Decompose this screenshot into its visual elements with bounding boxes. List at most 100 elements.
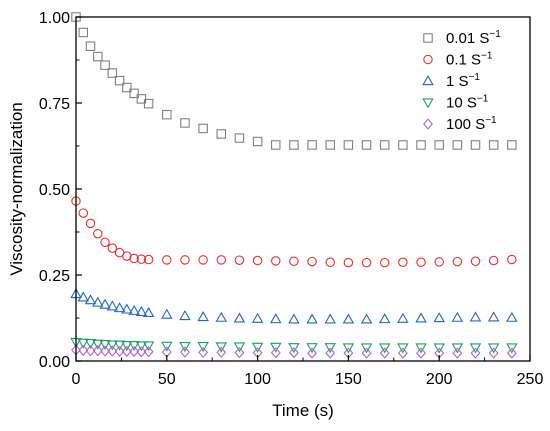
data-point	[99, 339, 111, 351]
data-point	[488, 347, 499, 359]
x-tick-label: 150	[335, 371, 362, 388]
data-point	[77, 291, 90, 302]
data-point	[397, 343, 409, 354]
data-point	[100, 237, 110, 248]
data-point	[215, 311, 228, 322]
data-point	[122, 82, 132, 93]
data-point	[306, 343, 318, 354]
data-point	[343, 257, 354, 268]
legend-label-superscript: −1	[481, 51, 493, 62]
data-point	[216, 255, 227, 265]
data-point	[136, 94, 147, 104]
data-point	[197, 342, 209, 353]
data-point	[129, 253, 139, 264]
data-point	[506, 347, 517, 359]
legend-label: 10 S−1	[446, 94, 489, 112]
data-point	[161, 341, 173, 352]
data-point	[434, 140, 444, 150]
data-point	[342, 313, 355, 324]
x-tick-label: 0	[72, 371, 81, 388]
data-point	[288, 343, 300, 354]
data-point	[361, 140, 372, 150]
legend-item: 10 S−1	[422, 94, 489, 112]
data-point	[397, 312, 409, 323]
data-point	[142, 306, 155, 317]
data-point	[306, 313, 318, 324]
data-point	[416, 140, 426, 150]
data-point	[307, 256, 317, 267]
legend-item: 1 S−1	[422, 72, 481, 90]
data-point	[452, 140, 463, 150]
data-point	[507, 140, 517, 150]
data-point	[451, 311, 464, 322]
data-point	[216, 346, 227, 359]
data-point	[416, 257, 426, 268]
data-point	[77, 338, 90, 349]
data-point	[488, 140, 499, 150]
data-point	[113, 340, 126, 351]
legend-label-superscript: −1	[469, 72, 481, 83]
data-point	[234, 133, 245, 143]
data-point	[398, 140, 408, 150]
marks-layer	[70, 12, 518, 359]
data-point	[270, 347, 281, 359]
data-point	[92, 296, 104, 307]
series-5	[71, 344, 517, 359]
data-point	[180, 346, 190, 358]
data-point	[136, 346, 147, 358]
data-point	[143, 98, 154, 109]
data-point	[288, 347, 299, 359]
data-point	[106, 340, 119, 351]
data-point	[114, 75, 125, 86]
data-point	[162, 255, 172, 265]
data-point	[128, 341, 140, 352]
data-point	[198, 123, 208, 134]
data-point	[416, 347, 426, 359]
legend-marker	[423, 33, 433, 43]
data-point	[121, 303, 133, 314]
data-point	[233, 312, 246, 323]
y-tick-label: 1.00	[39, 10, 70, 27]
data-point	[234, 347, 245, 359]
data-point	[143, 254, 154, 265]
data-point	[433, 312, 445, 323]
plot-frame	[75, 16, 531, 362]
data-point	[129, 88, 139, 99]
data-point	[251, 312, 264, 323]
data-point	[325, 347, 336, 359]
data-point	[85, 218, 96, 229]
data-point	[415, 312, 427, 323]
data-point	[271, 256, 281, 266]
data-point	[198, 346, 209, 359]
data-point	[506, 343, 518, 354]
data-point	[162, 109, 172, 120]
legend-item: 0.1 S−1	[423, 51, 493, 69]
data-point	[93, 228, 103, 239]
legend-marker	[422, 98, 434, 109]
data-point	[252, 136, 263, 147]
data-point	[100, 345, 110, 357]
data-point	[378, 343, 391, 354]
data-point	[488, 255, 499, 266]
data-point	[324, 343, 336, 354]
data-point	[251, 342, 264, 353]
data-point	[360, 313, 373, 324]
data-point	[271, 140, 281, 150]
data-point	[121, 345, 132, 358]
data-point	[143, 346, 154, 358]
data-point	[78, 344, 89, 356]
data-point	[507, 254, 517, 265]
data-point	[360, 343, 373, 354]
data-point	[451, 343, 464, 354]
legend-marker	[422, 75, 434, 86]
y-tick-label: 0.75	[39, 96, 70, 113]
data-point	[434, 257, 444, 267]
data-point	[415, 343, 427, 354]
data-point	[506, 311, 518, 322]
data-point	[84, 338, 97, 350]
data-point	[397, 347, 408, 359]
axes-layer: 0 50 100 150 200 250 0.00 0.25 0.50 0.75 1.00	[39, 10, 544, 388]
data-point	[470, 140, 481, 150]
data-point	[179, 310, 191, 321]
